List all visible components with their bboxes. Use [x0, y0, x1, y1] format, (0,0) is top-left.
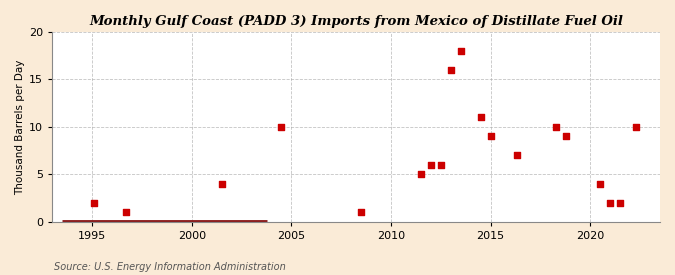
- Y-axis label: Thousand Barrels per Day: Thousand Barrels per Day: [15, 59, 25, 194]
- Point: [615, 200, 626, 205]
- Point: [446, 68, 456, 72]
- Point: [605, 200, 616, 205]
- Point: [475, 115, 486, 120]
- Point: [356, 210, 367, 214]
- Point: [416, 172, 427, 177]
- Point: [630, 125, 641, 129]
- Point: [456, 49, 466, 53]
- Point: [511, 153, 522, 158]
- Point: [435, 163, 446, 167]
- Point: [551, 125, 562, 129]
- Point: [276, 125, 287, 129]
- Point: [425, 163, 436, 167]
- Text: Source: U.S. Energy Information Administration: Source: U.S. Energy Information Administ…: [54, 262, 286, 272]
- Title: Monthly Gulf Coast (PADD 3) Imports from Mexico of Distillate Fuel Oil: Monthly Gulf Coast (PADD 3) Imports from…: [89, 15, 623, 28]
- Point: [88, 200, 99, 205]
- Point: [121, 210, 132, 214]
- Point: [485, 134, 496, 139]
- Point: [561, 134, 572, 139]
- Point: [216, 182, 227, 186]
- Point: [595, 182, 605, 186]
